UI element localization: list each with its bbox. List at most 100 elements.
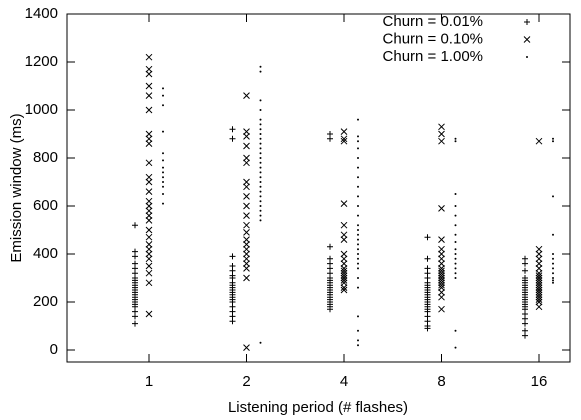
point — [162, 87, 164, 90]
point — [357, 339, 359, 342]
point — [259, 171, 262, 174]
legend-label: Churn = 1.00% — [383, 48, 483, 65]
point — [535, 260, 543, 267]
point — [438, 255, 445, 263]
point — [454, 248, 457, 251]
point — [438, 130, 445, 138]
point — [340, 265, 348, 272]
point — [357, 262, 359, 265]
point — [552, 195, 554, 198]
point — [327, 135, 333, 142]
point — [552, 257, 554, 260]
point — [145, 70, 153, 78]
point — [552, 137, 554, 140]
point — [438, 205, 445, 212]
legend-marker — [526, 56, 528, 58]
point — [145, 178, 153, 186]
point — [552, 272, 554, 275]
point — [259, 70, 262, 73]
point — [535, 289, 543, 296]
point — [243, 241, 250, 248]
point — [162, 152, 164, 155]
x-axis-label: Listening period (# flashes) — [228, 399, 408, 416]
point — [243, 260, 250, 267]
point — [259, 161, 262, 164]
point — [327, 306, 333, 313]
point — [243, 344, 250, 351]
x-tick-label: 8 — [437, 373, 445, 390]
point — [259, 123, 262, 126]
point — [424, 234, 431, 241]
point — [357, 195, 359, 198]
point — [145, 173, 153, 181]
point — [535, 291, 543, 299]
point — [535, 255, 543, 263]
point — [340, 128, 348, 135]
point — [162, 193, 164, 195]
point — [552, 262, 554, 265]
point — [535, 286, 543, 294]
y-tick-label: 800 — [33, 149, 58, 166]
point — [552, 277, 554, 279]
point — [454, 241, 457, 243]
legend-marker — [524, 19, 530, 25]
point — [454, 214, 457, 217]
point — [243, 250, 250, 258]
point — [522, 260, 528, 267]
point — [243, 274, 250, 282]
point — [438, 284, 445, 291]
point — [454, 253, 457, 255]
point — [145, 65, 153, 73]
point — [259, 147, 262, 150]
point — [454, 224, 457, 227]
point — [259, 341, 262, 344]
point — [535, 250, 543, 258]
point — [357, 147, 359, 150]
point — [438, 236, 445, 243]
point — [229, 318, 236, 325]
point — [145, 207, 153, 215]
point — [438, 260, 445, 267]
point — [438, 245, 445, 253]
point — [340, 274, 348, 282]
point — [145, 226, 153, 234]
point — [243, 92, 250, 99]
point — [259, 176, 262, 179]
point — [438, 123, 445, 131]
point — [522, 320, 528, 327]
point — [535, 281, 543, 289]
point — [259, 65, 262, 68]
point — [145, 245, 153, 253]
point — [438, 269, 445, 277]
point — [340, 236, 348, 243]
point — [340, 267, 348, 275]
point — [259, 219, 262, 222]
point — [357, 253, 359, 255]
point — [162, 104, 164, 107]
point — [259, 166, 262, 169]
point — [357, 118, 359, 121]
point — [340, 221, 348, 229]
point — [535, 298, 543, 306]
point — [243, 221, 250, 229]
point — [424, 325, 431, 332]
point — [132, 253, 138, 260]
point — [259, 128, 262, 131]
point — [340, 200, 348, 207]
point — [259, 190, 262, 193]
point — [357, 267, 359, 270]
point — [454, 272, 457, 275]
point — [145, 241, 153, 248]
point — [357, 233, 359, 236]
point — [454, 205, 457, 207]
point — [229, 253, 236, 260]
point — [145, 92, 153, 99]
point — [259, 152, 262, 155]
point — [340, 284, 348, 291]
point — [357, 140, 359, 143]
point — [357, 238, 359, 241]
point — [145, 159, 153, 167]
point — [145, 140, 153, 147]
x-tick-label: 1 — [145, 373, 153, 390]
point — [243, 255, 250, 263]
